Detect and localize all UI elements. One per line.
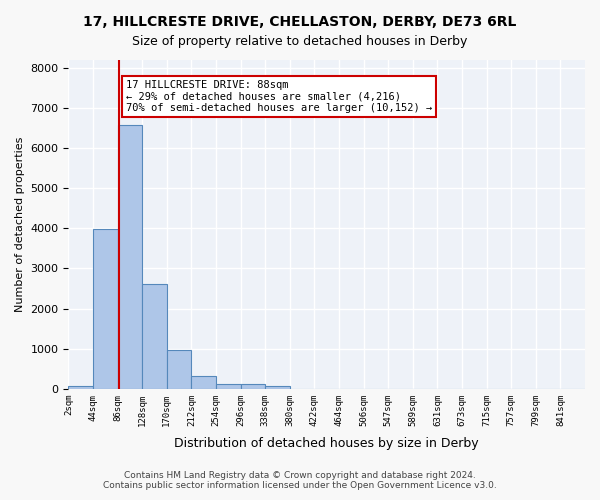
Bar [265,386,290,389]
Text: 17 HILLCRESTE DRIVE: 88sqm
← 29% of detached houses are smaller (4,216)
70% of s: 17 HILLCRESTE DRIVE: 88sqm ← 29% of deta… [126,80,432,113]
Text: Contains HM Land Registry data © Crown copyright and database right 2024.
Contai: Contains HM Land Registry data © Crown c… [103,470,497,490]
Text: 17, HILLCRESTE DRIVE, CHELLASTON, DERBY, DE73 6RL: 17, HILLCRESTE DRIVE, CHELLASTON, DERBY,… [83,15,517,29]
X-axis label: Distribution of detached houses by size in Derby: Distribution of detached houses by size … [175,437,479,450]
Bar [241,384,265,389]
Y-axis label: Number of detached properties: Number of detached properties [15,136,25,312]
Bar [167,350,191,389]
Bar [142,284,167,389]
Bar [68,386,93,389]
Bar [93,229,118,389]
Bar [191,376,216,389]
Bar [118,125,142,389]
Bar [216,384,241,389]
Text: Size of property relative to detached houses in Derby: Size of property relative to detached ho… [133,35,467,48]
